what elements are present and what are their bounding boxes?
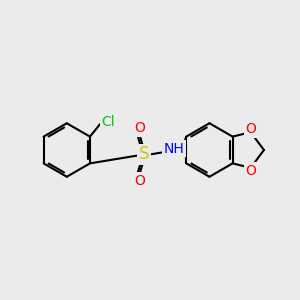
Text: O: O <box>245 122 256 136</box>
Text: Cl: Cl <box>101 115 115 129</box>
Text: O: O <box>134 121 145 135</box>
Text: NH: NH <box>164 142 184 155</box>
Text: S: S <box>139 146 149 164</box>
Text: O: O <box>134 174 145 188</box>
Text: O: O <box>245 164 256 178</box>
